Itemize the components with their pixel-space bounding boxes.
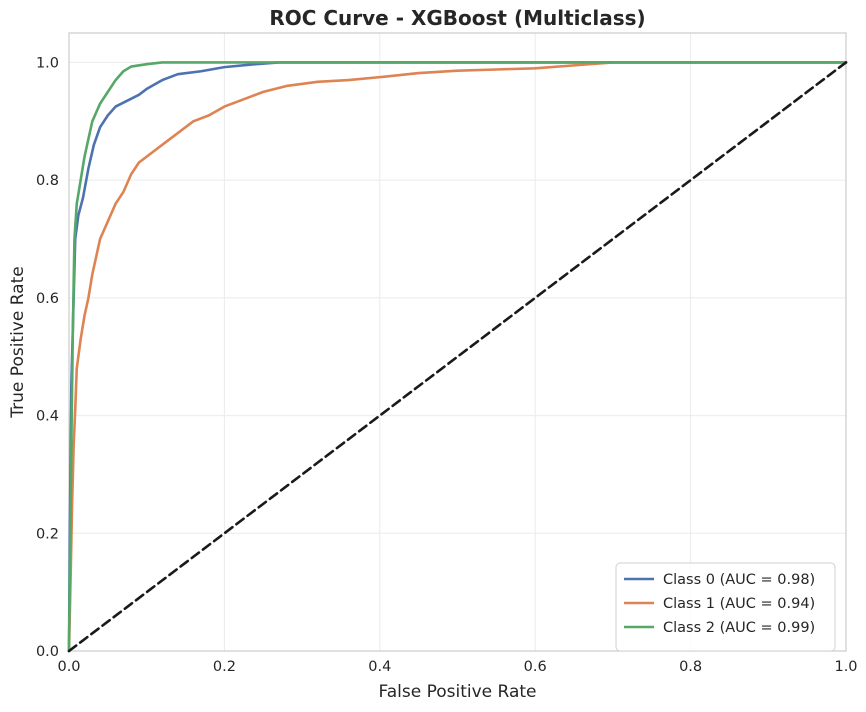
- x-tick-label: 0.6: [524, 659, 547, 675]
- x-tick-label: 0.2: [213, 659, 236, 675]
- y-tick-label: 1.0: [36, 55, 59, 71]
- x-tick-label: 1.0: [834, 659, 857, 675]
- y-tick-label: 0.0: [36, 644, 59, 660]
- x-axis-label: False Positive Rate: [379, 682, 537, 702]
- series-lines: [67, 61, 848, 653]
- legend-entry: Class 0 (AUC = 0.98): [663, 572, 815, 588]
- y-tick-label: 0.4: [36, 409, 59, 425]
- legend-entry: Class 1 (AUC = 0.94): [663, 596, 815, 612]
- y-tick-label: 0.8: [36, 173, 59, 189]
- legend-box: [615, 562, 836, 652]
- plot-frame: [68, 32, 847, 652]
- random-baseline-line: [67, 61, 848, 653]
- legend-entry: Class 2 (AUC = 0.99): [663, 620, 815, 636]
- y-tick-label: 0.2: [36, 526, 59, 542]
- legend: Class 0 (AUC = 0.98) Class 1 (AUC = 0.94)…: [615, 562, 836, 652]
- x-tick-label: 0.0: [57, 659, 80, 675]
- chart-title: ROC Curve - XGBoost (Multiclass): [269, 6, 645, 30]
- x-tick-label: 0.8: [679, 659, 702, 675]
- series-line-class-2: [67, 61, 848, 653]
- tick-labels: 0.0 0.2 0.4 0.6 0.8 1.0 0.0 0.2 0.4 0.6 0.8 1.0: [36, 55, 858, 675]
- y-tick-label: 0.6: [36, 291, 59, 307]
- x-tick-label: 0.4: [368, 659, 391, 675]
- series-line-class-1: [67, 61, 848, 653]
- y-axis-label: True Positive Rate: [8, 266, 28, 418]
